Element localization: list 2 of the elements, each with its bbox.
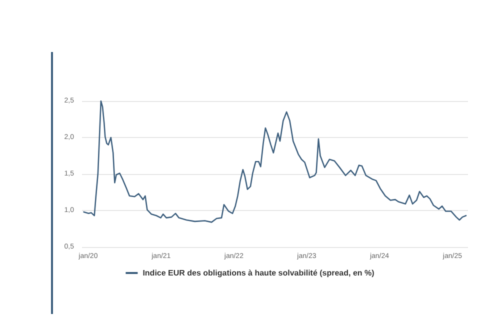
- legend-label: Indice EUR des obligations à haute solvabilité (spread, en %): [142, 268, 375, 278]
- line-series: [83, 100, 467, 223]
